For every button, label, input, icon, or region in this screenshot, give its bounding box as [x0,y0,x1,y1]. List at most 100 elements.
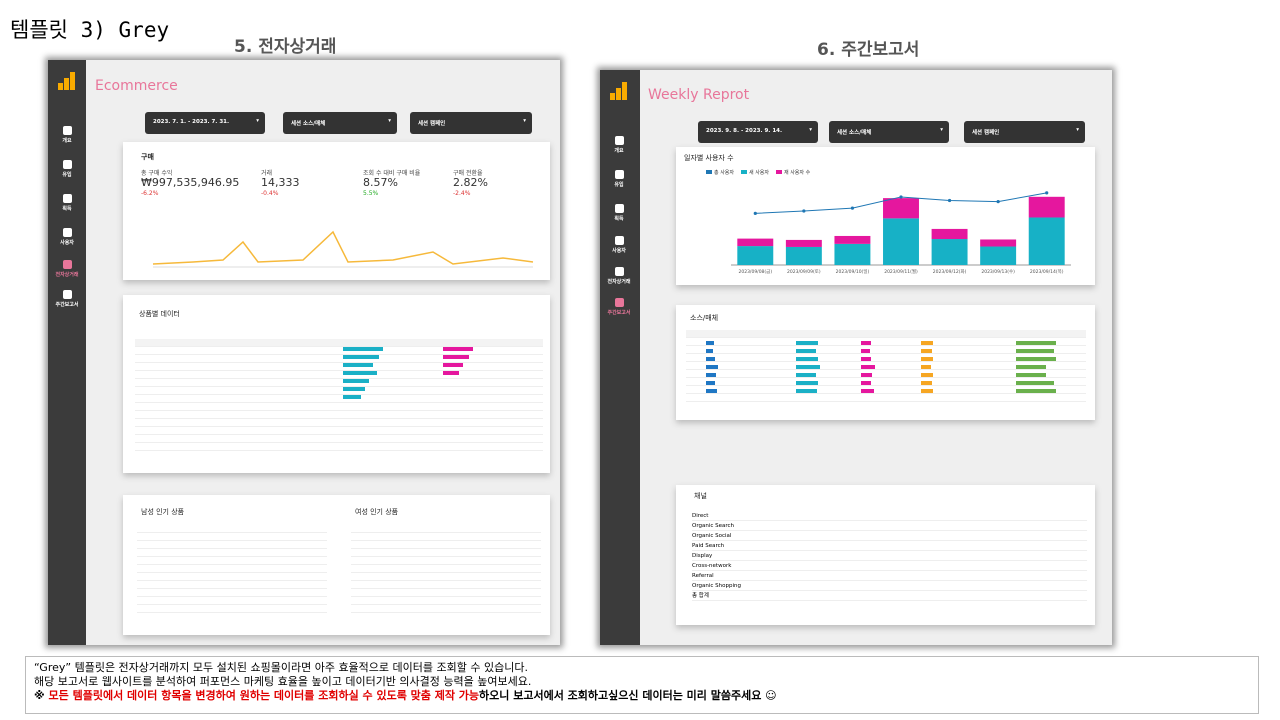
filter[interactable]: 세션 소스/매체 [829,121,949,143]
source-card: 소스/매체 [676,305,1095,420]
bar [1028,217,1065,265]
bar [931,239,968,265]
bar [737,238,774,247]
bar [785,239,822,247]
description-line: 해당 보고서로 웹사이트를 분석하여 퍼포먼스 마케팅 효율을 높이고 데이터기… [34,675,532,688]
popular-card: 남성 인기 상품 여성 인기 상품 [123,495,550,635]
sidebar: 개요 유입 획득 사용자 전자상거래 주간보고서 [600,70,640,645]
nav-item[interactable]: 주간보고서 [48,290,86,308]
product-card: 상품별 데이터 [123,295,550,473]
legend-swatch [741,170,747,174]
nav-item[interactable]: 주간보고서 [600,298,638,316]
legend-label: 총 사용자 [714,169,734,176]
nav-item[interactable]: 개요 [600,136,638,154]
filter[interactable]: 세션 캠페인 [964,121,1085,143]
x-tick-label: 2023/09/12(화) [933,269,967,275]
page-title: 템플릿 3) Grey [10,18,170,42]
nav-item[interactable]: 전자상거래 [48,260,86,278]
date-filter[interactable]: 2023. 7. 1. - 2023. 7. 31. [145,112,265,134]
x-tick-label: 2023/09/08(금) [738,269,772,275]
bar [834,243,871,265]
date-filter[interactable]: 2023. 9. 8. - 2023. 9. 14. [698,121,818,143]
channel-row: Referral [692,571,1087,581]
channel-name: Organic Search [692,523,735,529]
bar [980,239,1017,247]
chart-title: 일자별 사용자 수 [684,154,734,162]
report-title: Ecommerce [95,78,178,94]
bar [785,246,822,265]
section-heading: 5. 전자상거래 [234,37,337,57]
nav-item[interactable]: 획득 [48,194,86,212]
channel-row: Organic Social [692,531,1087,541]
note: ※ 모든 템플릿에서 데이터 항목을 변경하여 원하는 데이터를 조회하실 수 … [34,689,777,702]
channel-name: Organic Social [692,533,732,539]
kpi-change: -0.4% [261,190,279,197]
point [753,211,757,215]
legend-swatch [776,170,782,174]
card-title: 채널 [694,492,707,500]
nav-item[interactable]: 전자상거래 [600,267,638,285]
channel-name: Display [692,553,713,559]
channel-row: Organic Search [692,521,1087,531]
bar [883,218,919,265]
kpi-value: ₩997,535,946.95 [141,176,240,189]
x-tick-label: 2023/09/14(목) [1030,269,1064,275]
bar [834,235,871,244]
channel-name: Organic Shopping [692,583,741,589]
description-line: “Grey” 템플릿은 전자상거래까지 모두 설치된 쇼핑몰이라면 아주 효율적… [34,661,528,674]
purchase-line-chart [152,230,534,268]
channel-name: Paid Search [692,543,725,549]
kpi-card: 구매 총 구매 수익 ₩997,535,946.95 -6.2% 거래 14,333 -0… [123,142,550,280]
channel-name: 총 합계 [692,593,709,599]
legend-label: 재 사용자 수 [784,169,811,176]
card-title: 구매 [141,153,154,161]
channel-row: Organic Shopping [692,581,1087,591]
kpi-value: 8.57% [363,176,398,189]
channel-row: Display [692,551,1087,561]
point [996,200,1000,204]
channel-row: Cross-network [692,561,1087,571]
kpi-value: 14,333 [261,176,300,189]
nav-item[interactable]: 유입 [48,160,86,178]
x-tick-label: 2023/09/11(월) [884,268,918,275]
bar [980,246,1017,265]
nav-item[interactable]: 유입 [600,170,638,188]
bar [883,198,919,219]
point [850,206,855,210]
kpi-label: 총 구매 수익 [141,170,173,177]
nav-item[interactable]: 사용자 [600,236,638,254]
kpi-label: 거래 [261,170,273,177]
source-bars [706,341,1056,393]
kpi-change: -2.4% [453,190,471,197]
ecommerce-report: 개요 유입 획득 사용자 전자상거래 주간보고서 Ecommerce 2023.… [48,60,560,645]
kpi-label: 구매 전환율 [453,170,483,177]
kpi-value: 2.82% [453,176,488,189]
channel-name: Cross-network [692,563,732,569]
description-box: “Grey” 템플릿은 전자상거래까지 모두 설치된 쇼핑몰이라면 아주 효율적… [25,656,1259,714]
users-chart: 총 사용자 새 사용자 재 사용자 수 2023/09/08(금) 2023/09/09… [706,169,1071,275]
filter[interactable]: 세션 캠페인 [410,112,532,134]
point [947,198,952,203]
channel-row: 총 합계 [692,591,1087,601]
point [802,209,806,213]
filter[interactable]: 세션 소스/매체 [283,112,397,134]
x-tick-label: 2023/09/09(토) [787,269,821,275]
channel-name: Referral [692,573,714,579]
kpi-label: 조회 수 대비 구매 비율 [363,170,421,177]
card-title: 상품별 데이터 [139,310,180,318]
bar [737,246,774,265]
nav-item[interactable]: 획득 [600,204,638,222]
card-title: 소스/매체 [690,314,719,322]
channel-name: Direct [692,513,709,519]
section-heading: 6. 주간보고서 [817,40,920,60]
x-tick-label: 2023/09/10(일) [836,268,870,275]
x-tick-label: 2023/09/13(수) [981,269,1015,275]
nav-item[interactable]: 사용자 [48,228,86,246]
card-title: 남성 인기 상품 [141,508,185,516]
nav-item[interactable]: 개요 [48,126,86,144]
sidebar: 개요 유입 획득 사용자 전자상거래 주간보고서 [48,60,86,645]
kpi-change: 5.5% [363,190,379,197]
point [899,195,903,199]
channel-card: 채널 Direct Organic Search Organic Social Pai… [676,485,1095,625]
channel-row: Direct [692,511,1087,521]
